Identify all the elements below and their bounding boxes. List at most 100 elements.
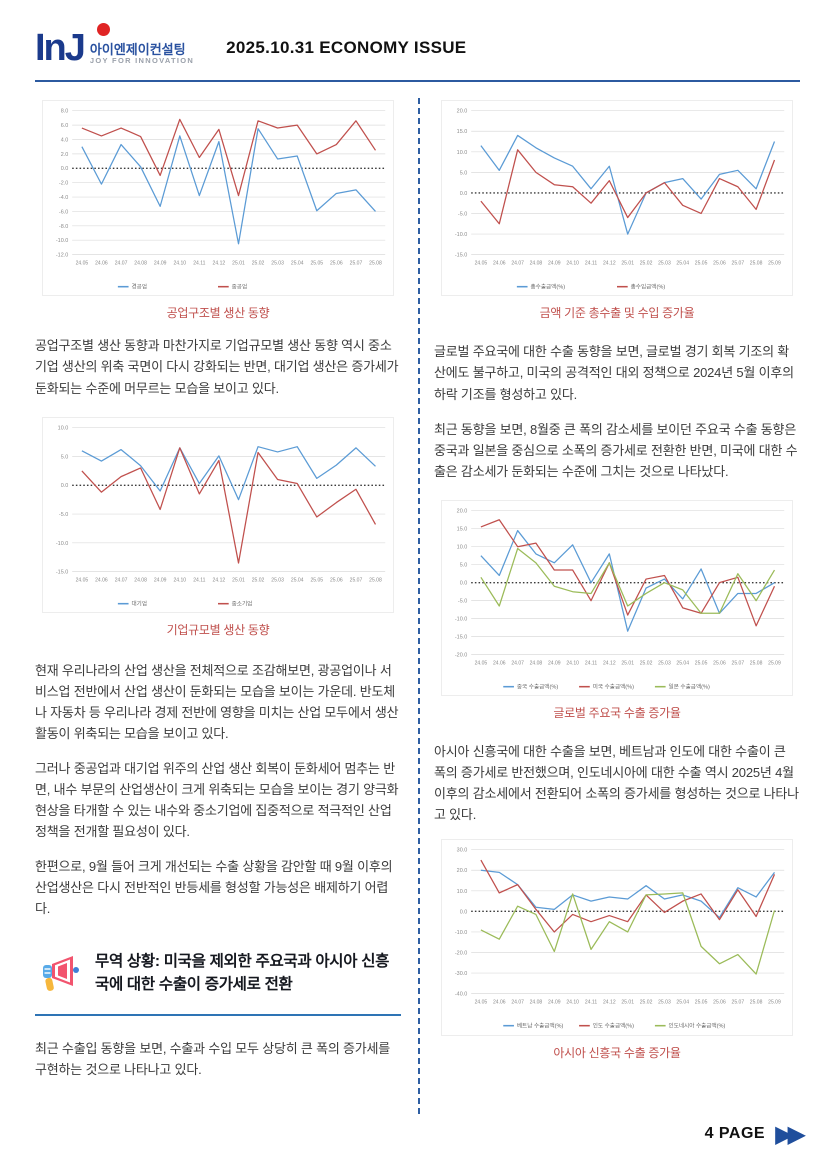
svg-text:-6.0: -6.0 [59, 209, 68, 215]
svg-text:24.05: 24.05 [76, 577, 89, 583]
svg-text:24.08: 24.08 [530, 1000, 543, 1006]
paragraph: 그러나 중공업과 대기업 위주의 산업 생산 회복이 둔화세어 멈추는 반면, … [35, 761, 399, 840]
svg-text:24.09: 24.09 [154, 260, 167, 266]
svg-text:24.10: 24.10 [566, 1000, 579, 1006]
svg-text:30.0: 30.0 [457, 848, 468, 854]
svg-text:25.05: 25.05 [695, 660, 708, 666]
paragraph: 한편으로, 9월 들어 크게 개선되는 수출 상황을 감안할 때 9월 이후의 … [35, 859, 393, 917]
chart-caption: 금액 기준 총수출 및 수입 증가율 [539, 306, 695, 321]
svg-text:24.10: 24.10 [173, 260, 186, 266]
svg-text:24.08: 24.08 [530, 660, 543, 666]
chart-caption: 아시아 신흥국 수출 증가율 [553, 1045, 681, 1060]
svg-text:25.08: 25.08 [369, 260, 382, 266]
svg-text:-40.0: -40.0 [455, 992, 467, 998]
svg-text:-8.0: -8.0 [59, 224, 68, 230]
svg-text:-5.0: -5.0 [458, 211, 467, 217]
svg-text:대기업: 대기업 [131, 599, 147, 607]
svg-text:25.05: 25.05 [310, 577, 323, 583]
svg-text:24.12: 24.12 [603, 1000, 616, 1006]
svg-text:8.0: 8.0 [61, 109, 69, 115]
svg-text:경공업: 경공업 [131, 283, 147, 291]
svg-text:10.0: 10.0 [58, 425, 69, 431]
page-header: InJ 아이엔제이컨설팅 JOY FOR INNOVATION 2025.10.… [35, 22, 800, 74]
svg-text:인도 수출금액(%): 인도 수출금액(%) [593, 1022, 634, 1030]
chart-industry-structure-plot: 8.0 6.0 4.0 2.0 0.0 -2.0 -4.0 -6.0 -8.0 -10.0 -12.… [42, 100, 394, 297]
svg-text:24.11: 24.11 [193, 577, 205, 583]
right-column: 20.0 15.0 10.0 5.0 0.0 -5.0 -10.0 -15.0 24.05 24.… [434, 98, 800, 1108]
svg-text:25.08: 25.08 [750, 1000, 763, 1006]
svg-text:15.0: 15.0 [457, 129, 468, 135]
trade-callout: 무역 상황: 미국을 제외한 주요국과 아시아 신흥국에 대한 수출이 증가세로… [35, 950, 401, 998]
svg-text:24.05: 24.05 [475, 660, 488, 666]
svg-text:-15.0: -15.0 [56, 569, 68, 575]
svg-text:25.02: 25.02 [640, 1000, 653, 1006]
svg-text:24.06: 24.06 [95, 260, 108, 266]
svg-text:-20.0: -20.0 [455, 951, 467, 957]
svg-text:중소기업: 중소기업 [232, 599, 253, 607]
svg-text:-30.0: -30.0 [455, 971, 467, 977]
svg-text:24.09: 24.09 [548, 260, 561, 266]
svg-text:24.09: 24.09 [548, 1000, 561, 1006]
svg-text:25.05: 25.05 [695, 1000, 708, 1006]
svg-text:24.12: 24.12 [213, 260, 226, 266]
svg-text:25.01: 25.01 [621, 1000, 634, 1006]
svg-text:-10.0: -10.0 [56, 238, 68, 244]
svg-text:20.0: 20.0 [457, 508, 468, 514]
svg-text:24.12: 24.12 [213, 577, 226, 583]
svg-text:24.08: 24.08 [134, 260, 147, 266]
svg-text:베트남 수출금액(%): 베트남 수출금액(%) [517, 1022, 564, 1030]
company-logo: InJ 아이엔제이컨설팅 JOY FOR INNOVATION [35, 22, 195, 69]
issue-title: 2025.10.31 ECONOMY ISSUE [226, 38, 467, 57]
logo-text: InJ [35, 26, 86, 69]
logo-slogan: JOY FOR INNOVATION [89, 55, 195, 65]
svg-text:-10.0: -10.0 [56, 540, 68, 546]
svg-text:24.05: 24.05 [475, 1000, 488, 1006]
svg-text:총수입금액(%): 총수입금액(%) [631, 283, 666, 291]
svg-text:24.06: 24.06 [493, 660, 506, 666]
svg-text:25.06: 25.06 [713, 260, 726, 266]
svg-text:0.0: 0.0 [460, 191, 468, 197]
paragraph: 현재 우리나라의 산업 생산을 전체적으로 조감해보면, 광공업이나 서비스업 … [35, 663, 399, 742]
svg-text:25.07: 25.07 [732, 660, 745, 666]
svg-text:25.02: 25.02 [252, 577, 265, 583]
svg-text:10.0: 10.0 [457, 544, 468, 550]
chart-asia-emerging-exports: 30.0 20.0 10.0 0.0 -10.0 -20.0 -30.0 -40.0 24.05… [434, 839, 800, 1060]
svg-text:25.06: 25.06 [330, 577, 343, 583]
paragraph: 아시아 신흥국에 대한 수출을 보면, 베트남과 인도에 대한 수출이 큰 폭의… [434, 744, 799, 823]
svg-text:25.05: 25.05 [310, 260, 323, 266]
svg-text:24.10: 24.10 [566, 660, 579, 666]
paragraph: 최근 동향을 보면, 8월중 큰 폭의 감소세를 보이던 주요국 수출 동향은 … [434, 421, 798, 479]
svg-text:-2.0: -2.0 [59, 181, 68, 187]
svg-text:24.11: 24.11 [585, 260, 597, 266]
paragraph: 최근 수출입 동향을 보면, 수출과 수입 모두 상당히 큰 폭의 증가세를 구… [35, 1040, 391, 1077]
svg-text:5.0: 5.0 [460, 170, 468, 176]
chart-total-export-import-plot: 20.0 15.0 10.0 5.0 0.0 -5.0 -10.0 -15.0 24.05 24.… [441, 100, 793, 297]
svg-text:0.0: 0.0 [61, 483, 69, 489]
svg-text:-12.0: -12.0 [56, 253, 68, 259]
svg-text:24.12: 24.12 [603, 260, 616, 266]
svg-text:-15.0: -15.0 [455, 253, 467, 259]
chart-caption: 글로벌 주요국 수출 증가율 [553, 706, 681, 721]
page-content: 8.0 6.0 4.0 2.0 0.0 -2.0 -4.0 -6.0 -8.0 -10.0 -12.… [35, 98, 800, 1114]
svg-text:25.03: 25.03 [271, 577, 284, 583]
svg-text:25.08: 25.08 [750, 260, 763, 266]
left-column: 8.0 6.0 4.0 2.0 0.0 -2.0 -4.0 -6.0 -8.0 -10.0 -12.… [35, 98, 401, 1108]
chart-industry-structure: 8.0 6.0 4.0 2.0 0.0 -2.0 -4.0 -6.0 -8.0 -10.0 -12.… [35, 100, 401, 321]
svg-text:25.04: 25.04 [676, 660, 689, 666]
svg-text:-20.0: -20.0 [455, 652, 467, 658]
page-number: 4 PAGE [704, 1125, 766, 1142]
svg-text:25.01: 25.01 [232, 577, 245, 583]
svg-text:25.02: 25.02 [640, 660, 653, 666]
svg-text:25.07: 25.07 [732, 260, 745, 266]
svg-text:25.08: 25.08 [369, 577, 382, 583]
svg-text:6.0: 6.0 [61, 123, 69, 129]
svg-text:25.01: 25.01 [232, 260, 245, 266]
svg-text:-10.0: -10.0 [455, 616, 467, 622]
svg-text:25.07: 25.07 [350, 260, 363, 266]
svg-text:25.09: 25.09 [768, 1000, 781, 1006]
svg-text:0.0: 0.0 [61, 166, 69, 172]
svg-text:24.10: 24.10 [173, 577, 186, 583]
logo-dot-icon [97, 22, 110, 36]
chart-caption: 공업구조별 생산 동향 [166, 306, 270, 321]
